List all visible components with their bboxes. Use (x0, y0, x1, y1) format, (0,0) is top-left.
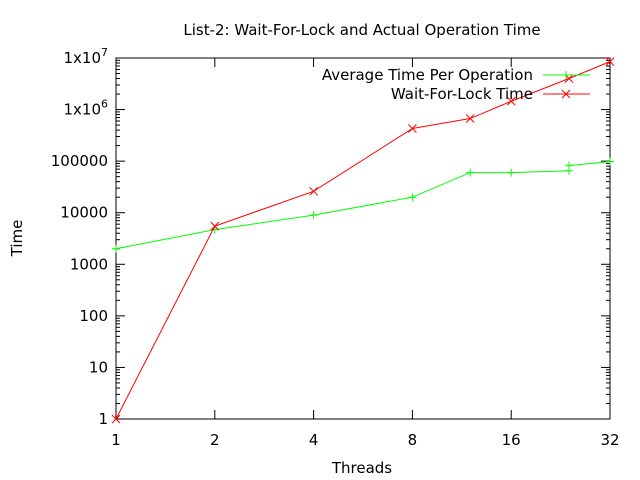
y-tick-label: 1000 (70, 255, 108, 273)
y-tick-label: 10 (89, 358, 108, 376)
data-point-average-time (408, 193, 417, 202)
data-point-average-time (309, 211, 318, 220)
legend-label-average-time: Average Time Per Operation (322, 66, 533, 84)
x-axis-label: Threads (331, 459, 392, 477)
data-point-wait-for-lock (210, 221, 220, 231)
y-axis-label: Time (8, 220, 26, 258)
series-layer (111, 57, 615, 424)
x-tick-label: 32 (600, 431, 619, 449)
data-point-wait-for-lock (408, 124, 417, 133)
data-point-average-time (507, 168, 516, 177)
y-tick-label: 100000 (51, 152, 108, 170)
y-tick-label: 10000 (60, 204, 108, 222)
data-point-wait-for-lock (309, 186, 318, 196)
x-tick-label: 8 (408, 431, 418, 449)
y-tick-label: 100 (79, 307, 108, 325)
legend-label-wait-for-lock: Wait-For-Lock Time (391, 85, 533, 103)
chart-title: List-2: Wait-For-Lock and Actual Operati… (183, 21, 540, 39)
series-average-time (112, 157, 614, 253)
x-axis: 1 2 4 8 16 32 (111, 58, 620, 449)
series-wait-for-lock (111, 57, 615, 424)
series-line-wait-for-lock (115, 61, 611, 420)
data-point-wait-for-lock (111, 414, 121, 424)
data-point-average-time (564, 161, 573, 170)
x-tick-label: 16 (502, 431, 521, 449)
series-line-average-time (115, 161, 611, 250)
legend-marker-wait-for-lock (561, 89, 571, 99)
x-tick-label: 4 (309, 431, 319, 449)
x-tick-label: 2 (210, 431, 220, 449)
y-tick-label: 1 (98, 410, 108, 428)
data-point-average-time (466, 168, 475, 177)
data-point-wait-for-lock (506, 96, 516, 106)
data-point-wait-for-lock (605, 57, 615, 66)
data-point-average-time (112, 244, 120, 253)
legend: Average Time Per OperationWait-For-Lock … (322, 66, 590, 103)
data-point-average-time (606, 157, 614, 166)
plot-frame (115, 57, 611, 420)
y-axis: 1 10 100 1000 10000 100000 1x106 1x107 (51, 46, 610, 428)
y-tick-label: 1x107 (63, 46, 108, 67)
y-tick-label: 1x106 (63, 98, 108, 119)
x-tick-label: 1 (111, 431, 121, 449)
legend-marker-average-time (562, 71, 570, 79)
data-point-wait-for-lock (465, 114, 475, 123)
